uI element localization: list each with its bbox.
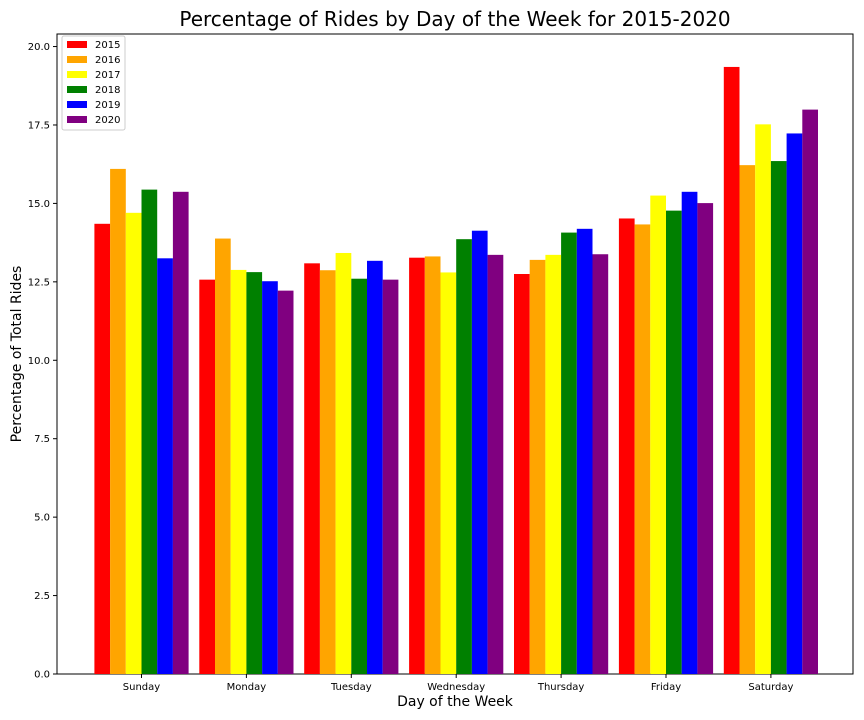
chart-title: Percentage of Rides by Day of the Week f…	[179, 7, 730, 31]
bar-2019-tuesday	[367, 260, 383, 674]
bar-2018-thursday	[561, 232, 577, 674]
legend-swatch-2020	[67, 116, 87, 123]
bar-2020-thursday	[592, 254, 609, 675]
y-tick-label: 7.5	[34, 434, 50, 445]
x-tick-label: Thursday	[537, 682, 585, 693]
bar-2016-monday	[215, 238, 231, 675]
bar-2016-thursday	[529, 259, 546, 674]
legend-label-2019: 2019	[95, 100, 120, 111]
y-tick-label: 0.0	[34, 670, 50, 681]
bar-2019-sunday	[157, 258, 173, 674]
bar-2019-thursday	[576, 228, 593, 674]
bar-2018-monday	[246, 272, 263, 674]
bar-2015-tuesday	[304, 263, 320, 674]
bar-2017-saturday	[755, 124, 771, 675]
legend-swatch-2019	[67, 101, 87, 108]
bar-2018-friday	[666, 210, 682, 674]
y-tick-label: 2.5	[34, 591, 50, 602]
y-tick-label: 17.5	[28, 120, 50, 131]
legend: 2015 2016 2017 2018 2019 2020	[61, 35, 126, 131]
bar-2018-tuesday	[351, 278, 367, 674]
bar-2020-friday	[697, 203, 714, 674]
bar-2019-wednesday	[471, 230, 488, 674]
bar-2017-sunday	[125, 212, 142, 674]
bar-2020-wednesday	[487, 254, 504, 675]
y-tick-label: 5.0	[34, 513, 50, 524]
bar-2017-thursday	[545, 254, 562, 675]
legend-label-2020: 2020	[95, 115, 120, 126]
x-axis: Sunday Monday Tuesday Wednesday Thursday Frid…	[123, 674, 794, 693]
legend-swatch-2018	[67, 86, 87, 93]
bar-2019-friday	[681, 191, 698, 675]
legend-swatch-2015	[67, 41, 87, 48]
x-tick-label: Wednesday	[427, 682, 485, 693]
legend-swatch-2016	[67, 56, 87, 63]
y-tick-label: 15.0	[28, 199, 50, 210]
bar-2019-monday	[262, 281, 278, 674]
bar-2019-saturday	[786, 133, 803, 674]
bar-2020-sunday	[172, 191, 189, 675]
legend-label-2016: 2016	[95, 55, 120, 66]
bar-2020-monday	[277, 290, 294, 674]
bar-2016-sunday	[110, 168, 126, 674]
bar-2015-wednesday	[409, 257, 425, 674]
y-axis-label: Percentage of Total Rides	[9, 266, 25, 443]
bars-group	[94, 66, 818, 675]
bar-2016-saturday	[739, 165, 756, 674]
x-tick-label: Tuesday	[330, 682, 372, 693]
bar-2018-saturday	[770, 161, 787, 674]
y-tick-label: 20.0	[28, 42, 50, 53]
bar-2018-wednesday	[456, 239, 472, 674]
x-tick-label: Sunday	[123, 682, 160, 693]
legend-swatch-2017	[67, 71, 87, 78]
x-tick-label: Monday	[227, 682, 267, 693]
y-tick-label: 10.0	[28, 356, 50, 367]
bar-2020-tuesday	[382, 279, 399, 674]
bar-2016-tuesday	[319, 270, 336, 674]
bar-2015-friday	[618, 218, 635, 674]
bar-2015-sunday	[94, 223, 111, 675]
bar-2015-thursday	[514, 274, 530, 674]
x-axis-label: Day of the Week	[397, 694, 514, 710]
bar-2018-sunday	[141, 189, 158, 675]
bar-2020-saturday	[802, 109, 818, 675]
bar-2016-friday	[634, 224, 651, 674]
bar-2016-wednesday	[424, 256, 441, 674]
bar-2015-monday	[199, 279, 215, 674]
y-tick-label: 12.5	[28, 277, 50, 288]
x-tick-label: Saturday	[748, 682, 793, 693]
bar-2017-wednesday	[440, 272, 457, 674]
bar-2017-monday	[230, 269, 247, 674]
legend-label-2015: 2015	[95, 40, 120, 51]
bar-2015-saturday	[723, 66, 740, 674]
x-tick-label: Friday	[651, 682, 681, 693]
bar-2017-friday	[650, 195, 666, 674]
bar-2017-tuesday	[335, 252, 352, 675]
legend-label-2018: 2018	[95, 85, 120, 96]
legend-label-2017: 2017	[95, 70, 120, 81]
y-axis: 0.0 2.5 5.0 7.5 10.0 12.5 15.0 17.5 20.0	[28, 42, 57, 681]
